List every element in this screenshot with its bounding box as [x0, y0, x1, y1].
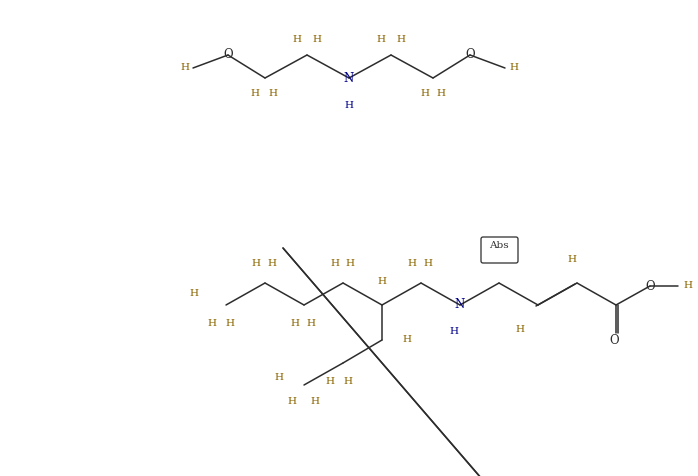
Text: Abs: Abs [489, 241, 509, 250]
Text: N: N [344, 71, 354, 85]
Text: H: H [516, 326, 524, 335]
Text: H: H [408, 258, 417, 268]
Text: H: H [313, 34, 322, 43]
Text: O: O [465, 49, 475, 61]
Text: H: H [269, 89, 278, 99]
FancyBboxPatch shape [481, 237, 518, 263]
Text: H: H [376, 34, 385, 43]
Text: H: H [189, 288, 198, 298]
Text: H: H [325, 377, 334, 387]
Text: H: H [180, 63, 189, 72]
Text: H: H [311, 397, 320, 407]
Text: H: H [207, 318, 216, 327]
Text: H: H [567, 256, 577, 265]
Text: H: H [251, 258, 260, 268]
Text: H: H [402, 336, 411, 345]
Text: O: O [609, 334, 619, 347]
Text: H: H [343, 377, 352, 387]
Text: H: H [288, 397, 297, 407]
Text: H: H [274, 373, 283, 381]
Text: H: H [420, 89, 429, 99]
Text: H: H [290, 318, 299, 327]
Text: H: H [509, 63, 518, 72]
Text: H: H [330, 258, 339, 268]
Text: H: H [306, 318, 315, 327]
Text: H: H [450, 327, 459, 337]
Text: H: H [267, 258, 276, 268]
Text: H: H [396, 34, 406, 43]
Text: H: H [424, 258, 433, 268]
Text: O: O [223, 49, 233, 61]
Text: N: N [455, 298, 465, 311]
Text: H: H [346, 258, 355, 268]
Text: H: H [251, 89, 260, 99]
Text: H: H [345, 100, 353, 109]
Text: H: H [683, 281, 692, 290]
Text: H: H [378, 278, 387, 287]
Text: H: H [225, 318, 235, 327]
Text: H: H [436, 89, 445, 99]
Text: H: H [292, 34, 302, 43]
Text: O: O [645, 279, 655, 292]
